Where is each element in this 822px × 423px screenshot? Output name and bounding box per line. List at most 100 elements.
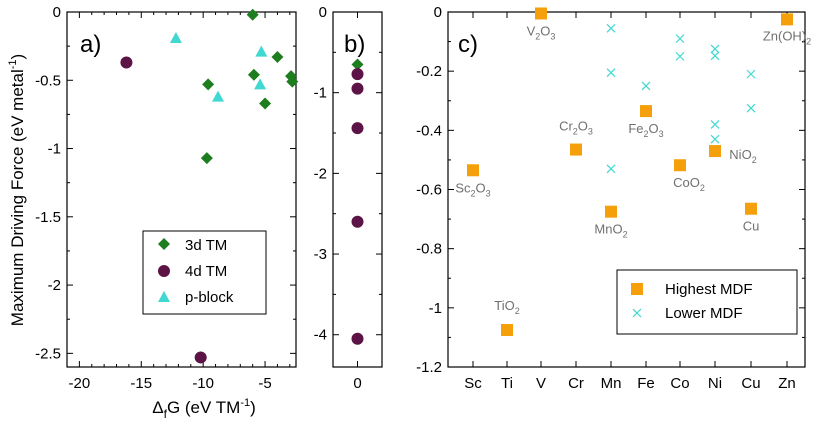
panel-b-label: b) — [344, 31, 365, 58]
panel-1-point-p-block — [254, 78, 267, 90]
category-label-zn: Zn — [778, 375, 796, 392]
highest-mdf-point-mn — [605, 205, 617, 218]
category-label-co: Co — [670, 375, 689, 392]
category-label-ti: Ti — [501, 375, 513, 392]
legend-marker-lower-mdf — [632, 308, 642, 318]
lower-mdf-point-co — [675, 51, 685, 61]
panel-2-ytick-label: -1 — [314, 85, 327, 102]
compound-label-sc: Sc2O3 — [455, 180, 490, 198]
panel-1-point-p-block — [212, 90, 225, 102]
lower-mdf-point-ni — [710, 134, 720, 144]
legend-label-p-block: p-block — [185, 289, 234, 306]
panel-2-xtick-label: 0 — [353, 375, 361, 392]
legend-label-4d-tm: 4d TM — [185, 263, 227, 280]
compound-label-co: CoO2 — [673, 175, 705, 193]
category-label-fe: Fe — [637, 375, 655, 392]
legend-marker-4d-tm — [158, 265, 170, 277]
compound-label-cu: Cu — [743, 219, 760, 234]
category-label-sc: Sc — [464, 375, 482, 392]
y-axis-title: Maximum Driving Force (eV metal-1) — [7, 54, 27, 326]
compound-label-v: V2O3 — [527, 23, 556, 41]
category-label-ni: Ni — [708, 375, 722, 392]
panel-1-ytick-label: -1.5 — [35, 209, 61, 226]
panel-1-point-p-block — [255, 45, 268, 57]
panel-1-xtick-label: -10 — [192, 375, 214, 392]
panel-1-ytick-label: -2 — [48, 277, 61, 294]
legend-marker-p-block — [158, 291, 170, 302]
panel-2-point-3d-tm — [351, 58, 364, 71]
panel-3-ytick-label: -0.6 — [416, 182, 442, 199]
lower-mdf-point-mn — [606, 23, 616, 33]
category-label-v: V — [536, 375, 546, 392]
panel-2-point-4d-tm — [351, 68, 364, 81]
highest-mdf-point-cu — [745, 202, 757, 215]
highest-mdf-point-v — [535, 7, 547, 20]
panel-2-point-4d-tm — [351, 332, 364, 345]
compound-label-ni: NiO2 — [729, 147, 756, 165]
category-label-mn: Mn — [601, 375, 622, 392]
panel-2-ytick-label: 0 — [319, 4, 327, 21]
panel-1-xtick-label: -5 — [258, 375, 271, 392]
panel-1-point-3d-tm — [259, 97, 272, 110]
panel-3-ytick-label: -0.2 — [416, 63, 442, 80]
panel-2-ytick-label: -4 — [314, 327, 327, 344]
panel-3-ytick-label: -0.4 — [416, 122, 442, 139]
panel-2-point-4d-tm — [351, 122, 364, 135]
lower-mdf-point-mn — [606, 164, 616, 174]
highest-mdf-point-zn — [781, 13, 793, 26]
panel-1-point-3d-tm — [202, 78, 215, 91]
highest-mdf-point-co — [674, 159, 686, 172]
lower-mdf-point-fe — [641, 81, 651, 91]
compound-label-mn: MnO2 — [594, 222, 627, 240]
panel-1-point-3d-tm — [200, 152, 213, 165]
panel-2-point-4d-tm — [351, 82, 364, 95]
panel-1-ytick-label: 0 — [53, 4, 61, 21]
legend-panel-a: 3d TM 4d TM p-block — [142, 230, 267, 315]
highest-mdf-point-sc — [467, 164, 479, 177]
lower-mdf-point-ni — [710, 119, 720, 129]
panel-3-ytick-label: -1.2 — [416, 359, 442, 376]
lower-mdf-point-cu — [746, 69, 756, 79]
panel-1-point-3d-tm — [246, 8, 259, 21]
compound-label-cr: Cr2O3 — [559, 119, 593, 137]
compound-label-ti: TiO2 — [494, 298, 519, 316]
panel-2-ytick-label: -2 — [314, 165, 327, 182]
panel-3-ytick-label: 0 — [434, 4, 442, 21]
highest-mdf-point-cr — [570, 143, 582, 156]
legend-label-lower-mdf: Lower MDF — [665, 305, 743, 322]
lower-mdf-point-mn — [606, 68, 616, 78]
highest-mdf-point-fe — [640, 105, 652, 118]
panel-a-label: a) — [80, 31, 101, 58]
legend-label-highest-mdf: Highest MDF — [665, 281, 753, 298]
panel-2-ytick-label: -3 — [314, 246, 327, 263]
highest-mdf-point-ti — [501, 324, 513, 337]
category-label-cu: Cu — [741, 375, 760, 392]
panel-1-xtick-label: -15 — [130, 375, 152, 392]
lower-mdf-point-ni — [710, 44, 720, 54]
panel-1-point-4d-tm — [194, 351, 207, 364]
compound-label-fe: Fe2O3 — [628, 121, 663, 139]
panel-3-ytick-label: -0.8 — [416, 241, 442, 258]
panel-1-point-3d-tm — [247, 68, 260, 81]
lower-mdf-point-cu — [746, 103, 756, 113]
panel-2-point-4d-tm — [351, 215, 364, 228]
panel-1-point-3d-tm — [271, 51, 284, 64]
panel-1-point-3d-tm — [286, 75, 299, 88]
category-label-cr: Cr — [568, 375, 584, 392]
compound-label-zn: Zn(OH)2 — [763, 28, 811, 46]
legend-marker-3d-tm — [158, 238, 170, 250]
panel-1-point-p-block — [169, 31, 182, 43]
lower-mdf-point-co — [675, 34, 685, 44]
legend-marker-highest-mdf — [631, 283, 643, 295]
x-axis-title: ΔfG (eV TM-1) — [152, 397, 256, 421]
panel-1-ytick-label: -1 — [48, 141, 61, 158]
legend-panel-c: Highest MDF Lower MDF — [616, 269, 798, 335]
panel-1-ytick-label: -2.5 — [35, 345, 61, 362]
panel-a-frame — [66, 11, 297, 368]
panel-1-point-4d-tm — [120, 56, 133, 69]
highest-mdf-point-ni — [709, 145, 721, 158]
panel-1-xtick-label: -20 — [69, 375, 91, 392]
panel-1-ytick-label: -0.5 — [35, 72, 61, 89]
lower-mdf-point-ni — [710, 51, 720, 61]
